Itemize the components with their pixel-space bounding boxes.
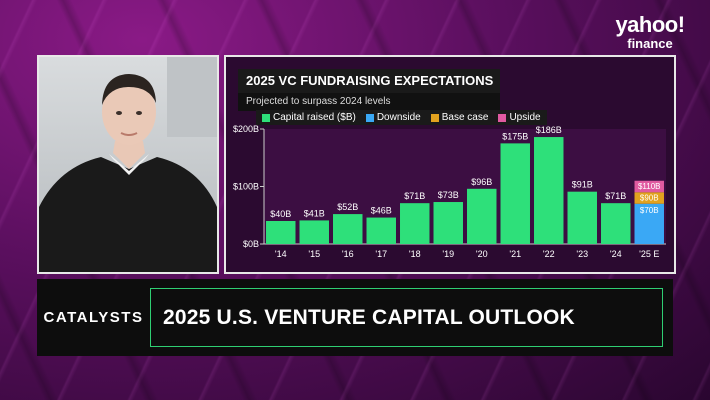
- plot-area: [264, 129, 666, 244]
- legend-swatch: [262, 113, 270, 122]
- projection-label-upside: $110B: [638, 182, 661, 191]
- projection-label-base: $90B: [640, 193, 659, 202]
- headline: 2025 U.S. VENTURE CAPITAL OUTLOOK: [163, 305, 575, 329]
- guest-figure: [39, 74, 217, 272]
- bar-data-label: $96B: [471, 177, 492, 187]
- x-tick-label: '19: [442, 249, 454, 259]
- lower-third: CATALYSTS 2025 U.S. VENTURE CAPITAL OUTL…: [37, 279, 673, 356]
- bar-chart: $0B $100B $200B $40B '14 $41B '15 $52B '16 $46B '1…: [233, 124, 666, 259]
- bar-data-label: $175B: [502, 131, 528, 141]
- logo-sub-text: finance: [627, 36, 673, 51]
- bar: [433, 202, 463, 244]
- bar: [500, 143, 530, 244]
- bar-data-label: $73B: [438, 190, 459, 200]
- y-tick-label: $100B: [233, 182, 259, 192]
- bar-data-label: $41B: [304, 208, 325, 218]
- legend-swatch: [365, 113, 374, 122]
- chart-subtitle: Projected to surpass 2024 levels: [238, 93, 500, 111]
- y-tick-label: $0B: [243, 239, 259, 249]
- bar-data-label: $71B: [404, 191, 425, 201]
- x-tick-label: '16: [342, 249, 354, 259]
- bar-data-label: $46B: [371, 206, 392, 216]
- chart-panel: 2025 VC FUNDRAISING EXPECTATIONS Project…: [224, 55, 676, 274]
- bar: [333, 214, 363, 244]
- x-tick-label: '23: [576, 249, 588, 259]
- bar: [266, 221, 296, 244]
- bar: [366, 217, 396, 244]
- bar-data-label: $40B: [270, 209, 291, 219]
- bar: [400, 203, 430, 244]
- x-tick-label: '22: [543, 249, 555, 259]
- x-tick-label: '21: [509, 249, 521, 259]
- projection-label-downside: $70B: [640, 206, 659, 215]
- legend-label: Upside: [509, 112, 541, 123]
- legend-label: Base case: [441, 112, 489, 123]
- yahoo-finance-logo: yahoo! finance: [604, 12, 696, 51]
- y-tick-label: $200B: [233, 124, 259, 134]
- bar-downside: [634, 203, 664, 244]
- headline-box: 2025 U.S. VENTURE CAPITAL OUTLOOK: [150, 288, 663, 347]
- legend-item-capital: Capital raised ($B): [262, 112, 356, 123]
- x-tick-label: '20: [476, 249, 488, 259]
- bar: [467, 188, 497, 244]
- bar: [534, 137, 564, 244]
- bar-data-label: $71B: [605, 191, 626, 201]
- legend-label: Downside: [376, 112, 421, 123]
- bar-data-label: $52B: [337, 202, 358, 212]
- chart-legend: Capital raised ($B) Downside Base case U…: [256, 110, 547, 125]
- bar: [601, 203, 631, 244]
- legend-item-base-case: Base case: [430, 112, 489, 123]
- legend-label: Capital raised ($B): [273, 112, 356, 123]
- x-tick-label: '25 E: [639, 249, 659, 259]
- x-tick-label: '17: [375, 249, 387, 259]
- x-tick-label: '24: [610, 249, 622, 259]
- legend-swatch: [498, 113, 507, 122]
- x-tick-label: '14: [275, 249, 287, 259]
- x-tick-label: '15: [308, 249, 320, 259]
- legend-item-upside: Upside: [498, 112, 541, 123]
- logo-main-text: yahoo!: [615, 12, 685, 37]
- legend-swatch: [430, 113, 439, 122]
- segment-tag: CATALYSTS: [43, 309, 144, 326]
- chart-title: 2025 VC FUNDRAISING EXPECTATIONS: [238, 69, 500, 93]
- x-tick-label: '18: [409, 249, 421, 259]
- legend-item-downside: Downside: [365, 112, 421, 123]
- bar-upside: [634, 180, 664, 193]
- bar-base-case: [634, 192, 664, 204]
- guest-video-feed: [37, 55, 219, 274]
- bar: [299, 220, 329, 244]
- bar-data-label: $186B: [536, 125, 562, 135]
- bar-data-label: $91B: [572, 180, 593, 190]
- bar: [567, 191, 597, 244]
